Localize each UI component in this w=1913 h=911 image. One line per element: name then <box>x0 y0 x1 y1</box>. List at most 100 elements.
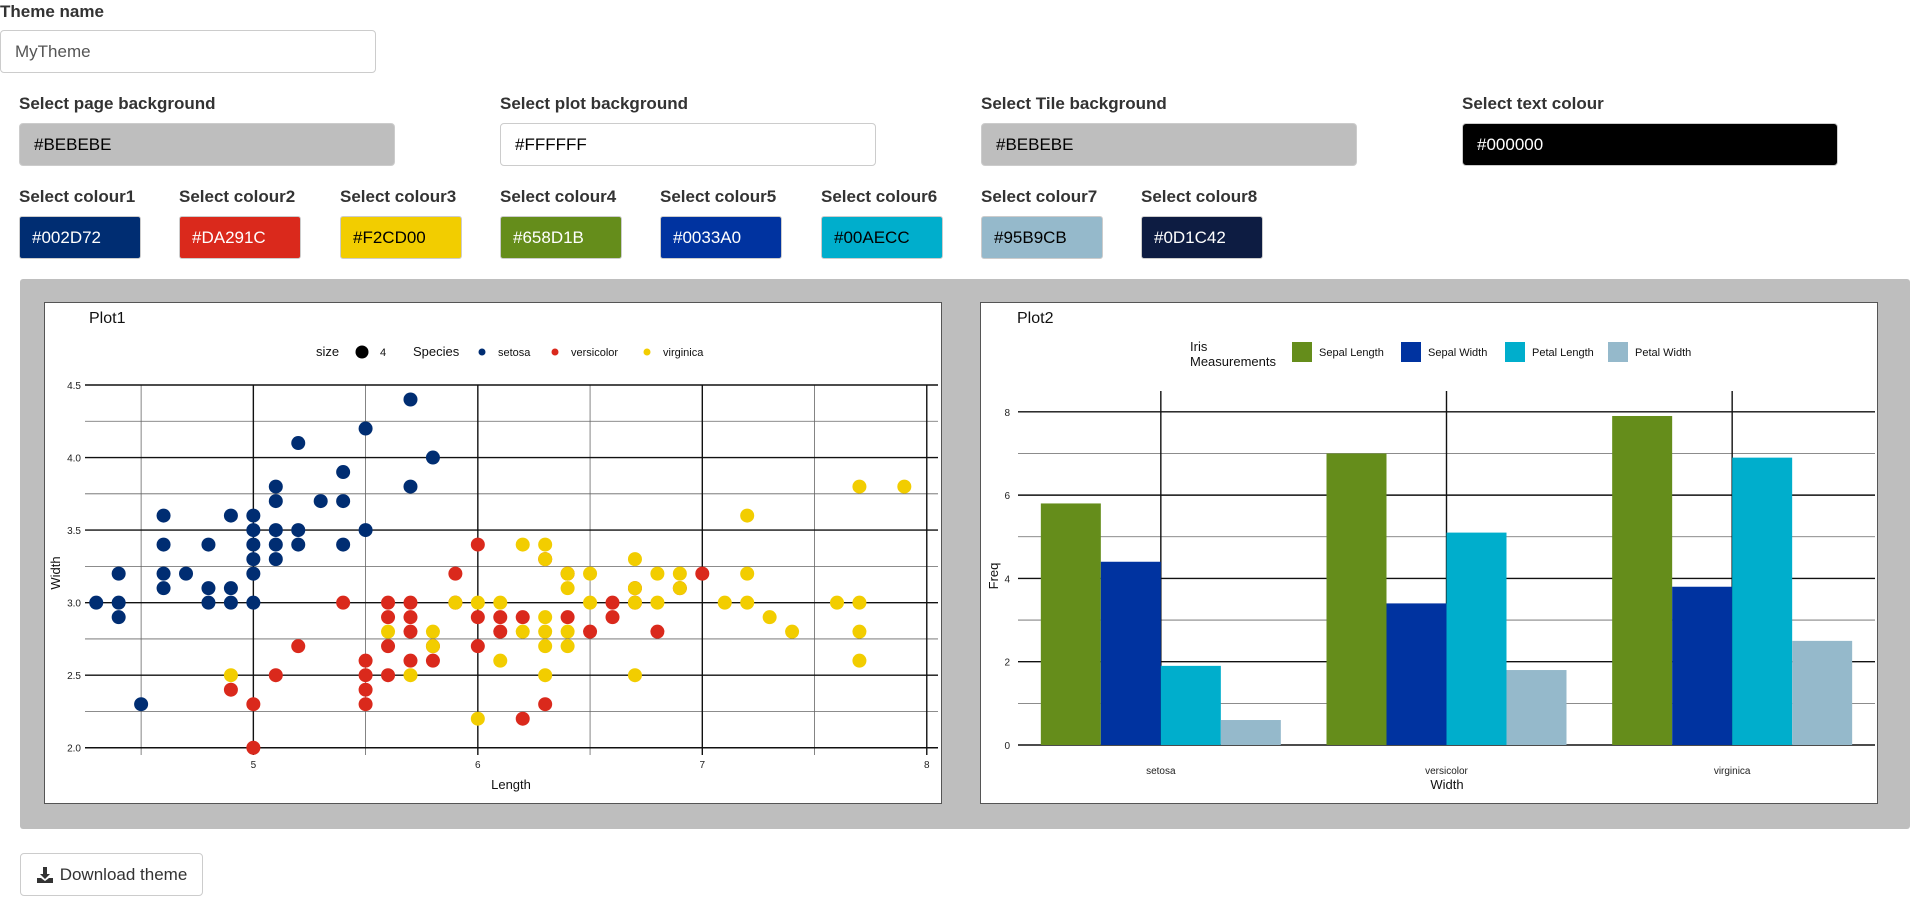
scatter-point-virginica <box>740 566 755 581</box>
plot1-x-axis-label: Length <box>491 777 531 792</box>
y-tick-label: 4.0 <box>67 454 81 465</box>
legend-key-sepal-width <box>1401 342 1421 362</box>
scatter-point-versicolor <box>605 595 620 610</box>
scatter-point-virginica <box>852 653 867 668</box>
y-tick-label: 3.0 <box>67 599 81 610</box>
plot1-scatter-chart: 5 6 7 8 2.0 2.5 3.0 3.5 4.0 4.5 Plot1 Length Width si… <box>48 310 938 792</box>
legend-size-key <box>355 345 369 359</box>
scatter-point-setosa <box>358 523 373 538</box>
y-tick-label: 4.5 <box>67 381 81 392</box>
colour1-input[interactable]: #002D72 <box>19 216 141 259</box>
colour5-input[interactable]: #0033A0 <box>660 216 782 259</box>
tile-background-label: Select Tile background <box>981 94 1167 113</box>
y-tick-label: 2.0 <box>67 744 81 755</box>
plot1-y-axis-label: Width <box>48 556 63 589</box>
legend-size-value: 4 <box>380 347 386 359</box>
scatter-point-virginica <box>403 668 418 683</box>
scatter-point-setosa <box>268 494 283 509</box>
scatter-point-versicolor <box>583 624 598 639</box>
scatter-point-virginica <box>493 653 508 668</box>
scatter-point-virginica <box>538 624 553 639</box>
scatter-point-virginica <box>560 639 575 654</box>
colour3-label: Select colour3 <box>340 187 457 206</box>
scatter-point-virginica <box>650 595 665 610</box>
colour3-input[interactable]: #F2CD00 <box>340 216 462 259</box>
scatter-point-setosa <box>156 537 171 552</box>
colour4-input[interactable]: #658D1B <box>500 216 622 259</box>
download-theme-button[interactable]: Download theme <box>20 853 203 896</box>
plot2-y-axis-label: Freq <box>986 563 1001 590</box>
page-background-label: Select page background <box>19 94 216 113</box>
y-tick-label: 8 <box>1004 408 1010 419</box>
plot2-container: 0 2 4 6 8 setosa versicolor virginica Plot2 Width… <box>980 302 1878 804</box>
scatter-point-versicolor <box>493 610 508 625</box>
scatter-point-virginica <box>627 668 642 683</box>
scatter-point-virginica <box>785 624 800 639</box>
legend-title-line2: Measurements <box>1190 354 1276 369</box>
colour7-input[interactable]: #95B9CB <box>981 216 1103 259</box>
scatter-point-setosa <box>223 595 238 610</box>
scatter-point-virginica <box>493 595 508 610</box>
colour8-input[interactable]: #0D1C42 <box>1141 216 1263 259</box>
scatter-point-versicolor <box>381 639 396 654</box>
scatter-point-setosa <box>291 537 306 552</box>
scatter-point-virginica <box>852 595 867 610</box>
scatter-point-virginica <box>538 537 553 552</box>
bar-sepal-length <box>1326 453 1387 745</box>
scatter-point-virginica <box>897 479 912 494</box>
text-colour-input[interactable]: #000000 <box>1462 123 1838 166</box>
legend-key-setosa <box>478 348 486 356</box>
theme-name-input[interactable]: MyTheme <box>0 30 376 73</box>
scatter-point-setosa <box>111 566 126 581</box>
scatter-point-versicolor <box>381 610 396 625</box>
scatter-point-virginica <box>740 508 755 523</box>
colour2-input[interactable]: #DA291C <box>179 216 301 259</box>
legend-label-petal-width: Petal Width <box>1635 347 1691 359</box>
scatter-point-virginica <box>583 566 598 581</box>
scatter-point-setosa <box>179 566 194 581</box>
bar-petal-width <box>1220 720 1281 745</box>
scatter-point-virginica <box>448 595 463 610</box>
scatter-point-setosa <box>223 581 238 596</box>
scatter-point-versicolor <box>358 653 373 668</box>
page-background-input[interactable]: #BEBEBE <box>19 123 395 166</box>
scatter-point-virginica <box>538 639 553 654</box>
colour6-input[interactable]: #00AECC <box>821 216 943 259</box>
scatter-point-virginica <box>425 639 440 654</box>
scatter-point-versicolor <box>246 740 261 755</box>
legend-title-line1: Iris <box>1190 339 1208 354</box>
x-tick-label: setosa <box>1146 766 1176 777</box>
scatter-point-versicolor <box>381 595 396 610</box>
scatter-point-setosa <box>89 595 104 610</box>
scatter-point-versicolor <box>605 610 620 625</box>
tile-background-input[interactable]: #BEBEBE <box>981 123 1357 166</box>
scatter-point-setosa <box>246 552 261 567</box>
scatter-point-virginica <box>425 624 440 639</box>
theme-name-label: Theme name <box>0 2 104 21</box>
y-tick-label: 6 <box>1004 491 1010 502</box>
plot1-container: 5 6 7 8 2.0 2.5 3.0 3.5 4.0 4.5 Plot1 Length Width si… <box>44 302 942 804</box>
legend-size-title: size <box>316 344 339 359</box>
scatter-point-virginica <box>538 552 553 567</box>
scatter-point-virginica <box>627 581 642 596</box>
bar-sepal-length <box>1612 415 1673 745</box>
scatter-point-virginica <box>672 581 687 596</box>
scatter-point-versicolor <box>515 610 530 625</box>
scatter-point-versicolor <box>358 682 373 697</box>
scatter-point-virginica <box>627 595 642 610</box>
scatter-point-versicolor <box>403 610 418 625</box>
scatter-point-setosa <box>336 465 351 480</box>
scatter-point-setosa <box>268 523 283 538</box>
plot2-title: Plot2 <box>1017 310 1054 327</box>
colour8-label: Select colour8 <box>1141 187 1258 206</box>
x-tick-label: 6 <box>475 760 481 771</box>
scatter-point-versicolor <box>381 668 396 683</box>
x-tick-label: 5 <box>251 760 257 771</box>
plot-background-input[interactable]: #FFFFFF <box>500 123 876 166</box>
scatter-point-versicolor <box>403 595 418 610</box>
scatter-point-versicolor <box>246 697 261 712</box>
scatter-point-setosa <box>246 595 261 610</box>
bar-petal-length <box>1160 665 1221 745</box>
colour7-label: Select colour7 <box>981 187 1098 206</box>
scatter-point-versicolor <box>268 668 283 683</box>
